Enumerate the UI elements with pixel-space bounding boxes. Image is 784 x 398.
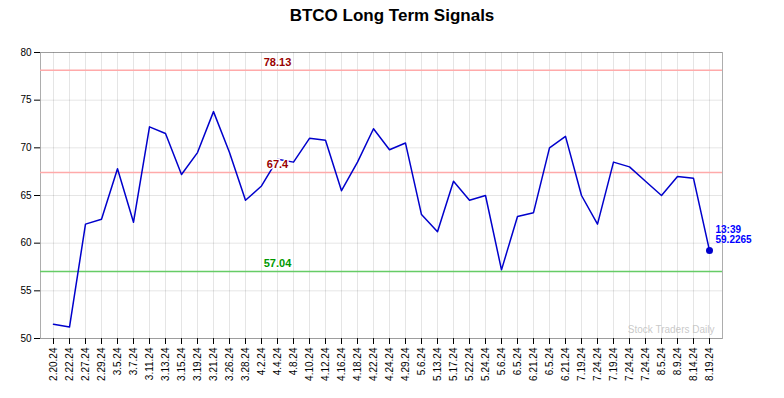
svg-text:3.26.24: 3.26.24 [224, 347, 235, 381]
svg-text:4.4.24: 4.4.24 [272, 347, 283, 375]
svg-text:7.19.24: 7.19.24 [576, 347, 587, 381]
svg-text:65: 65 [20, 190, 32, 201]
svg-text:8.14.24: 8.14.24 [688, 347, 699, 381]
svg-text:6.21.24: 6.21.24 [528, 347, 539, 381]
svg-text:7.24.24: 7.24.24 [592, 347, 603, 381]
svg-text:Stock Traders Daily: Stock Traders Daily [628, 324, 715, 335]
svg-text:60: 60 [20, 237, 32, 248]
svg-text:8.9.24: 8.9.24 [672, 347, 683, 375]
svg-text:4.24.24: 4.24.24 [384, 347, 395, 381]
svg-text:4.29.24: 4.29.24 [400, 347, 411, 381]
svg-text:4.10.24: 4.10.24 [304, 347, 315, 381]
svg-text:4.12.24: 4.12.24 [320, 347, 331, 381]
svg-text:6.5.24: 6.5.24 [512, 347, 523, 375]
svg-text:7.24.24: 7.24.24 [624, 347, 635, 381]
svg-text:4.22.24: 4.22.24 [368, 347, 379, 381]
svg-text:50: 50 [20, 333, 32, 344]
svg-text:67.4: 67.4 [267, 158, 289, 170]
svg-text:70: 70 [20, 142, 32, 153]
svg-text:3.19.24: 3.19.24 [192, 347, 203, 381]
svg-text:4.18.24: 4.18.24 [352, 347, 363, 381]
svg-text:78.13: 78.13 [264, 56, 292, 68]
svg-text:5.22.24: 5.22.24 [464, 347, 475, 381]
svg-text:3.13.24: 3.13.24 [160, 347, 171, 381]
svg-text:2.20.24: 2.20.24 [48, 347, 59, 381]
svg-text:2.22.24: 2.22.24 [64, 347, 75, 381]
html-text:BTCO Long Term Signals: BTCO Long Term Signals [289, 6, 495, 25]
svg-text:4.8.24: 4.8.24 [288, 347, 299, 375]
svg-text:75: 75 [20, 94, 32, 105]
svg-text:7.24.24: 7.24.24 [640, 347, 651, 381]
svg-text:6.21.24: 6.21.24 [560, 347, 571, 381]
svg-text:55: 55 [20, 285, 32, 296]
svg-text:7.19.24: 7.19.24 [608, 347, 619, 381]
svg-text:80: 80 [20, 47, 32, 58]
svg-text:3.11.24: 3.11.24 [144, 347, 155, 380]
svg-text:13:3959.2265: 13:3959.2265 [716, 224, 753, 245]
svg-text:4.2.24: 4.2.24 [256, 347, 267, 375]
svg-text:5.6.24: 5.6.24 [416, 347, 427, 375]
svg-text:3.21.24: 3.21.24 [208, 347, 219, 381]
svg-text:3.5.24: 3.5.24 [112, 347, 123, 375]
svg-text:5.6.24: 5.6.24 [496, 347, 507, 375]
svg-text:2.29.24: 2.29.24 [96, 347, 107, 381]
svg-text:2.27.24: 2.27.24 [80, 347, 91, 381]
svg-text:5.13.24: 5.13.24 [432, 347, 443, 381]
svg-text:8.19.24: 8.19.24 [704, 347, 715, 381]
svg-text:3.15.24: 3.15.24 [176, 347, 187, 381]
svg-text:6.5.24: 6.5.24 [544, 347, 555, 375]
svg-text:5.17.24: 5.17.24 [448, 347, 459, 381]
svg-text:8.5.24: 8.5.24 [656, 347, 667, 375]
svg-text:57.04: 57.04 [264, 257, 292, 269]
svg-text:4.16.24: 4.16.24 [336, 347, 347, 381]
svg-text:3.28.24: 3.28.24 [240, 347, 251, 381]
svg-text:3.7.24: 3.7.24 [128, 347, 139, 375]
svg-text:5.24.24: 5.24.24 [480, 347, 491, 381]
